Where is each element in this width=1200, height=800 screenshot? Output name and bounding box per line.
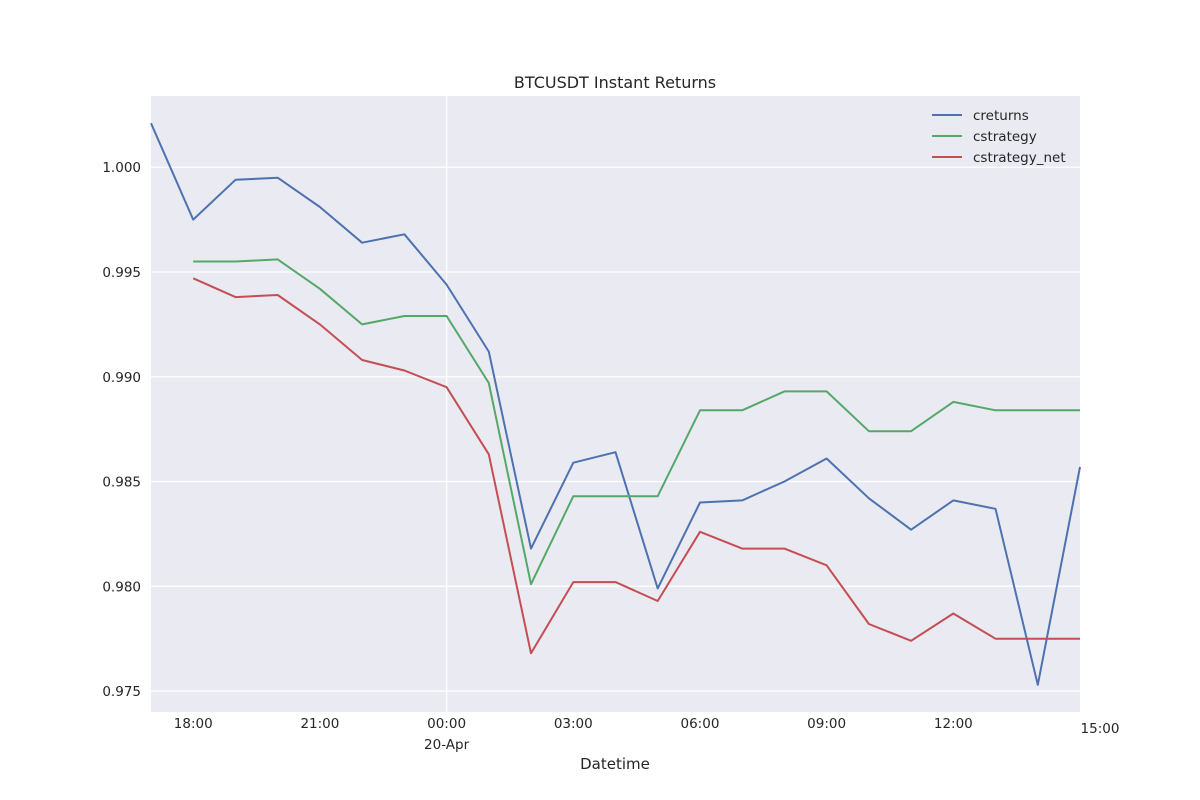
y-tick-label: 0.980	[102, 579, 141, 595]
y-tick-label: 0.990	[102, 370, 141, 386]
x-tick-sublabel: 20-Apr	[424, 737, 470, 753]
grid-lines	[151, 96, 1080, 712]
x-tick-label: 03:00	[554, 716, 593, 732]
x-tick-label: 12:00	[934, 716, 973, 732]
x-tick-label: 00:00	[427, 716, 466, 732]
x-tick-label: 06:00	[681, 716, 720, 732]
x-axis-label: Datetime	[580, 755, 650, 773]
y-tick-label: 0.995	[102, 265, 141, 281]
series-line-cstrategy	[193, 258, 1080, 586]
x-tick-label: 21:00	[300, 716, 339, 732]
series-line-creturns	[150, 122, 1081, 686]
y-tick-label: 1.000	[102, 160, 141, 176]
y-axis-ticks: 0.975 0.980 0.985 0.990 0.995 1.000	[102, 160, 141, 700]
series-lines	[150, 122, 1081, 686]
y-tick-label: 0.975	[102, 684, 141, 700]
y-tick-label: 0.985	[102, 475, 141, 491]
legend-label: cstrategy	[973, 129, 1037, 145]
x-tick-label: 15:00	[1081, 721, 1120, 737]
x-axis-ticks: 18:00 21:00 00:00 20-Apr 03:00 06:00 09:00 12:0…	[174, 716, 1120, 753]
x-tick-label: 18:00	[174, 716, 213, 732]
x-tick-label: 09:00	[807, 716, 846, 732]
chart-title: BTCUSDT Instant Returns	[514, 73, 716, 92]
plot-background	[151, 96, 1080, 712]
series-line-cstrategy-net	[192, 277, 1080, 655]
legend: creturns cstrategy cstrategy_net	[932, 108, 1066, 166]
legend-label: creturns	[973, 108, 1029, 124]
legend-label: cstrategy_net	[973, 150, 1066, 166]
